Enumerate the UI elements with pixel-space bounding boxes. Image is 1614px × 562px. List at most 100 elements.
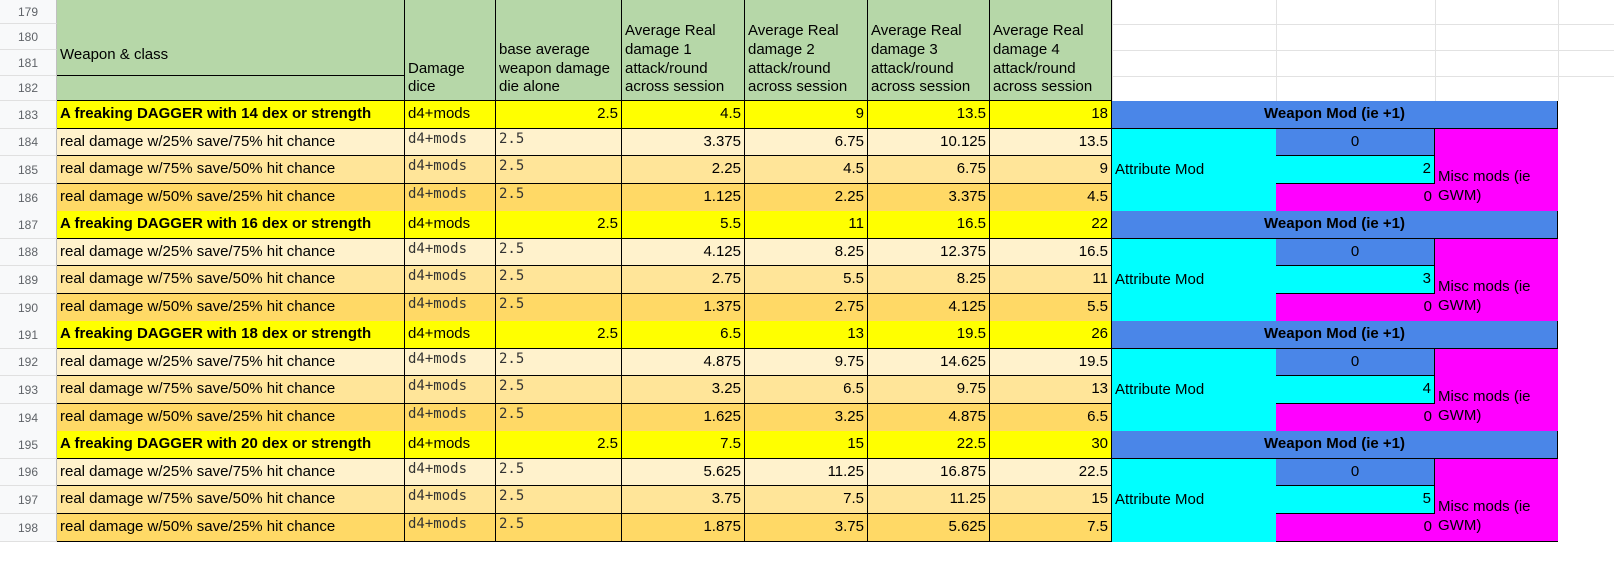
avg-damage-cell[interactable]: 5.5	[745, 266, 868, 294]
avg-damage-cell[interactable]: 19.5	[868, 321, 990, 349]
damage-dice-cell[interactable]: d4+mods	[405, 404, 496, 432]
damage-dice-cell[interactable]: d4+mods	[405, 321, 496, 349]
avg-damage-cell[interactable]: 16.875	[868, 459, 990, 486]
avg-damage-cell[interactable]: 5.625	[868, 514, 990, 542]
avg-damage-cell[interactable]: 6.75	[745, 129, 868, 156]
misc-mods-label[interactable]: Misc mods (ie GWM)	[1435, 129, 1558, 212]
row-number[interactable]: 190	[0, 294, 57, 322]
row-label[interactable]: real damage w/75% save/50% hit chance	[57, 376, 405, 404]
base-average-cell[interactable]: 2.5	[496, 321, 622, 349]
avg-damage-cell[interactable]: 3.75	[622, 486, 745, 514]
row-number[interactable]: 187	[0, 211, 57, 239]
avg-damage-cell[interactable]: 12.375	[868, 239, 990, 266]
damage-dice-cell[interactable]: d4+mods	[405, 266, 496, 294]
attribute-mod-value[interactable]: 5	[1276, 486, 1435, 514]
avg-damage-cell[interactable]: 15	[990, 486, 1112, 514]
avg-damage-cell[interactable]: 1.875	[622, 514, 745, 542]
row-number[interactable]: 180	[0, 24, 57, 50]
avg-damage-cell[interactable]: 3.25	[622, 376, 745, 404]
row-number[interactable]: 179	[0, 0, 57, 24]
row-label[interactable]: real damage w/50% save/25% hit chance	[57, 184, 405, 212]
row-number[interactable]: 197	[0, 486, 57, 514]
group-title[interactable]: A freaking DAGGER with 16 dex or strengt…	[57, 211, 405, 239]
damage-dice-cell[interactable]: d4+mods	[405, 459, 496, 486]
avg-damage-cell[interactable]: 7.5	[990, 514, 1112, 542]
avg-damage-cell[interactable]: 6.75	[868, 156, 990, 184]
avg-damage-cell[interactable]: 7.5	[622, 431, 745, 459]
header-base-average[interactable]: base average weapon damage die alone	[496, 0, 622, 101]
base-average-cell[interactable]: 2.5	[496, 349, 622, 376]
weapon-mod-label[interactable]: Weapon Mod (ie +1)	[1112, 431, 1558, 459]
avg-damage-cell[interactable]: 2.75	[622, 266, 745, 294]
header-avg-1[interactable]: Average Real damage 1 attack/round acros…	[622, 0, 745, 101]
attribute-mod-value[interactable]: 2	[1276, 156, 1435, 184]
header-avg-4[interactable]: Average Real damage 4 attack/round acros…	[990, 0, 1112, 101]
damage-dice-cell[interactable]: d4+mods	[405, 514, 496, 542]
row-number[interactable]: 191	[0, 321, 57, 349]
row-number[interactable]: 194	[0, 404, 57, 432]
base-average-cell[interactable]: 2.5	[496, 101, 622, 129]
row-number[interactable]: 183	[0, 101, 57, 129]
avg-damage-cell[interactable]: 30	[990, 431, 1112, 459]
misc-mods-label[interactable]: Misc mods (ie GWM)	[1435, 459, 1558, 542]
avg-damage-cell[interactable]: 8.25	[745, 239, 868, 266]
avg-damage-cell[interactable]: 7.5	[745, 486, 868, 514]
avg-damage-cell[interactable]: 11.25	[868, 486, 990, 514]
row-label[interactable]: real damage w/25% save/75% hit chance	[57, 459, 405, 486]
group-title[interactable]: A freaking DAGGER with 20 dex or strengt…	[57, 431, 405, 459]
avg-damage-cell[interactable]: 6.5	[622, 321, 745, 349]
avg-damage-cell[interactable]: 16.5	[990, 239, 1112, 266]
row-number[interactable]: 198	[0, 514, 57, 542]
row-label[interactable]: real damage w/75% save/50% hit chance	[57, 266, 405, 294]
row-number[interactable]: 185	[0, 156, 57, 184]
avg-damage-cell[interactable]: 13.5	[868, 101, 990, 129]
row-number[interactable]: 182	[0, 76, 57, 101]
weapon-mod-label[interactable]: Weapon Mod (ie +1)	[1112, 321, 1558, 349]
avg-damage-cell[interactable]: 9.75	[745, 349, 868, 376]
avg-damage-cell[interactable]: 4.5	[622, 101, 745, 129]
avg-damage-cell[interactable]: 6.5	[990, 404, 1112, 432]
attribute-mod-value[interactable]: 3	[1276, 266, 1435, 294]
avg-damage-cell[interactable]: 9	[990, 156, 1112, 184]
avg-damage-cell[interactable]: 4.125	[868, 294, 990, 322]
base-average-cell[interactable]: 2.5	[496, 459, 622, 486]
header-avg-3[interactable]: Average Real damage 3 attack/round acros…	[868, 0, 990, 101]
weapon-mod-label[interactable]: Weapon Mod (ie +1)	[1112, 101, 1558, 129]
avg-damage-cell[interactable]: 2.25	[745, 184, 868, 212]
damage-dice-cell[interactable]: d4+mods	[405, 156, 496, 184]
avg-damage-cell[interactable]: 11.25	[745, 459, 868, 486]
avg-damage-cell[interactable]: 1.125	[622, 184, 745, 212]
misc-mod-value[interactable]: 0	[1276, 404, 1435, 432]
base-average-cell[interactable]: 2.5	[496, 211, 622, 239]
weapon-mod-value[interactable]: 0	[1276, 239, 1435, 266]
base-average-cell[interactable]: 2.5	[496, 294, 622, 322]
avg-damage-cell[interactable]: 9	[745, 101, 868, 129]
avg-damage-cell[interactable]: 10.125	[868, 129, 990, 156]
row-label[interactable]: real damage w/25% save/75% hit chance	[57, 129, 405, 156]
avg-damage-cell[interactable]: 9.75	[868, 376, 990, 404]
avg-damage-cell[interactable]: 13	[745, 321, 868, 349]
avg-damage-cell[interactable]: 5.5	[990, 294, 1112, 322]
row-number[interactable]: 184	[0, 129, 57, 156]
avg-damage-cell[interactable]: 22.5	[990, 459, 1112, 486]
row-number[interactable]: 186	[0, 184, 57, 212]
row-label[interactable]: real damage w/25% save/75% hit chance	[57, 239, 405, 266]
avg-damage-cell[interactable]: 5.5	[622, 211, 745, 239]
avg-damage-cell[interactable]: 18	[990, 101, 1112, 129]
damage-dice-cell[interactable]: d4+mods	[405, 101, 496, 129]
damage-dice-cell[interactable]: d4+mods	[405, 211, 496, 239]
row-number[interactable]: 192	[0, 349, 57, 376]
avg-damage-cell[interactable]: 2.25	[622, 156, 745, 184]
damage-dice-cell[interactable]: d4+mods	[405, 486, 496, 514]
header-damage-dice[interactable]: Damage dice	[405, 0, 496, 101]
avg-damage-cell[interactable]: 19.5	[990, 349, 1112, 376]
damage-dice-cell[interactable]: d4+mods	[405, 239, 496, 266]
damage-dice-cell[interactable]: d4+mods	[405, 376, 496, 404]
avg-damage-cell[interactable]: 1.375	[622, 294, 745, 322]
damage-dice-cell[interactable]: d4+mods	[405, 431, 496, 459]
avg-damage-cell[interactable]: 8.25	[868, 266, 990, 294]
attribute-mod-label[interactable]: Attribute Mod	[1112, 129, 1276, 212]
avg-damage-cell[interactable]: 4.5	[745, 156, 868, 184]
base-average-cell[interactable]: 2.5	[496, 266, 622, 294]
avg-damage-cell[interactable]: 11	[745, 211, 868, 239]
